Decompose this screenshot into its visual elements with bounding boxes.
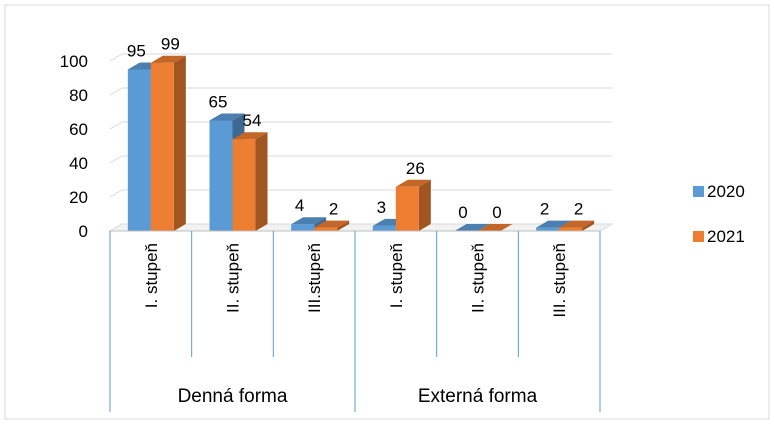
- bar-2021-0: [150, 55, 186, 232]
- bar-front: [232, 139, 256, 231]
- legend-label: 2020: [707, 182, 745, 201]
- bar-side: [173, 55, 186, 232]
- data-labels: 95 99 65 54 4 2 3 26 0 0 2 2: [127, 35, 584, 222]
- y-tick-label: 100: [60, 52, 88, 71]
- bar-2021-3: [395, 179, 431, 231]
- category-label: II. stupeň: [469, 243, 488, 313]
- y-tick-label: 20: [69, 188, 88, 207]
- group-label: Externá forma: [418, 386, 538, 407]
- legend-label: 2021: [707, 227, 745, 246]
- y-tick-label: 80: [69, 86, 88, 105]
- y-tick-label: 60: [69, 120, 88, 139]
- bar-side: [582, 220, 595, 231]
- bar-top: [559, 220, 595, 228]
- data-label: 2: [329, 200, 338, 219]
- data-label: 2: [574, 200, 583, 219]
- bar-2021-1: [232, 132, 268, 231]
- bar-2020-4: [454, 224, 490, 231]
- bar-front: [536, 227, 560, 231]
- gridline-side: [109, 121, 123, 130]
- data-label: 26: [406, 159, 425, 178]
- data-label: 2: [540, 200, 549, 219]
- bar-2021-2: [314, 220, 350, 231]
- bar-top: [454, 224, 490, 231]
- x-axis: I. stupeň II. stupeň III.stupeň I. stupeň II…: [109, 230, 601, 412]
- y-tick-label: 40: [69, 154, 88, 173]
- y-axis-ticks: 0 20 40 60 80 100: [60, 52, 88, 241]
- bar-top: [291, 217, 327, 225]
- category-label: II. stupeň: [224, 243, 243, 313]
- bar-side: [337, 220, 350, 231]
- bar-top: [209, 113, 245, 121]
- legend-swatch: [693, 231, 704, 242]
- bar-top: [232, 132, 268, 140]
- group-label: Denná forma: [178, 386, 288, 407]
- gridline-side: [109, 53, 123, 62]
- bar-front: [209, 120, 233, 231]
- category-label: III.stupeň: [305, 243, 324, 313]
- bar-top: [477, 224, 513, 231]
- data-label: 99: [161, 35, 180, 54]
- gridline-side: [109, 155, 123, 164]
- gridline-side: [109, 87, 123, 96]
- category-label: III. stupeň: [550, 243, 569, 318]
- bar-top: [536, 220, 572, 228]
- data-label: 95: [127, 42, 146, 61]
- bar-top: [314, 220, 350, 228]
- chart-border: [4, 4, 770, 420]
- bar-front: [372, 225, 396, 231]
- gridline-side: [109, 189, 123, 198]
- bar-2021-5: [559, 220, 595, 231]
- bar-front: [150, 62, 174, 232]
- bar-side: [255, 132, 268, 231]
- data-label: 3: [377, 198, 386, 217]
- bar-2021-4: [477, 224, 513, 231]
- data-label: 0: [492, 203, 501, 222]
- category-label: I. stupeň: [142, 243, 161, 308]
- data-label: 4: [295, 196, 304, 215]
- bar-front: [559, 227, 583, 231]
- bar-top: [395, 179, 431, 187]
- legend-swatch: [693, 186, 704, 197]
- bar-top: [150, 55, 186, 63]
- data-label: 65: [209, 93, 228, 112]
- bar-front: [395, 186, 419, 231]
- bar-side: [418, 179, 431, 231]
- legend: 2020 2021: [693, 182, 745, 246]
- bars: [127, 55, 595, 232]
- data-label: 0: [458, 203, 467, 222]
- bar-front: [314, 227, 338, 231]
- y-tick-label: 0: [79, 222, 88, 241]
- bar-front: [291, 224, 315, 231]
- data-label: 54: [243, 111, 262, 130]
- bar-front: [127, 69, 151, 231]
- category-label: I. stupeň: [387, 243, 406, 308]
